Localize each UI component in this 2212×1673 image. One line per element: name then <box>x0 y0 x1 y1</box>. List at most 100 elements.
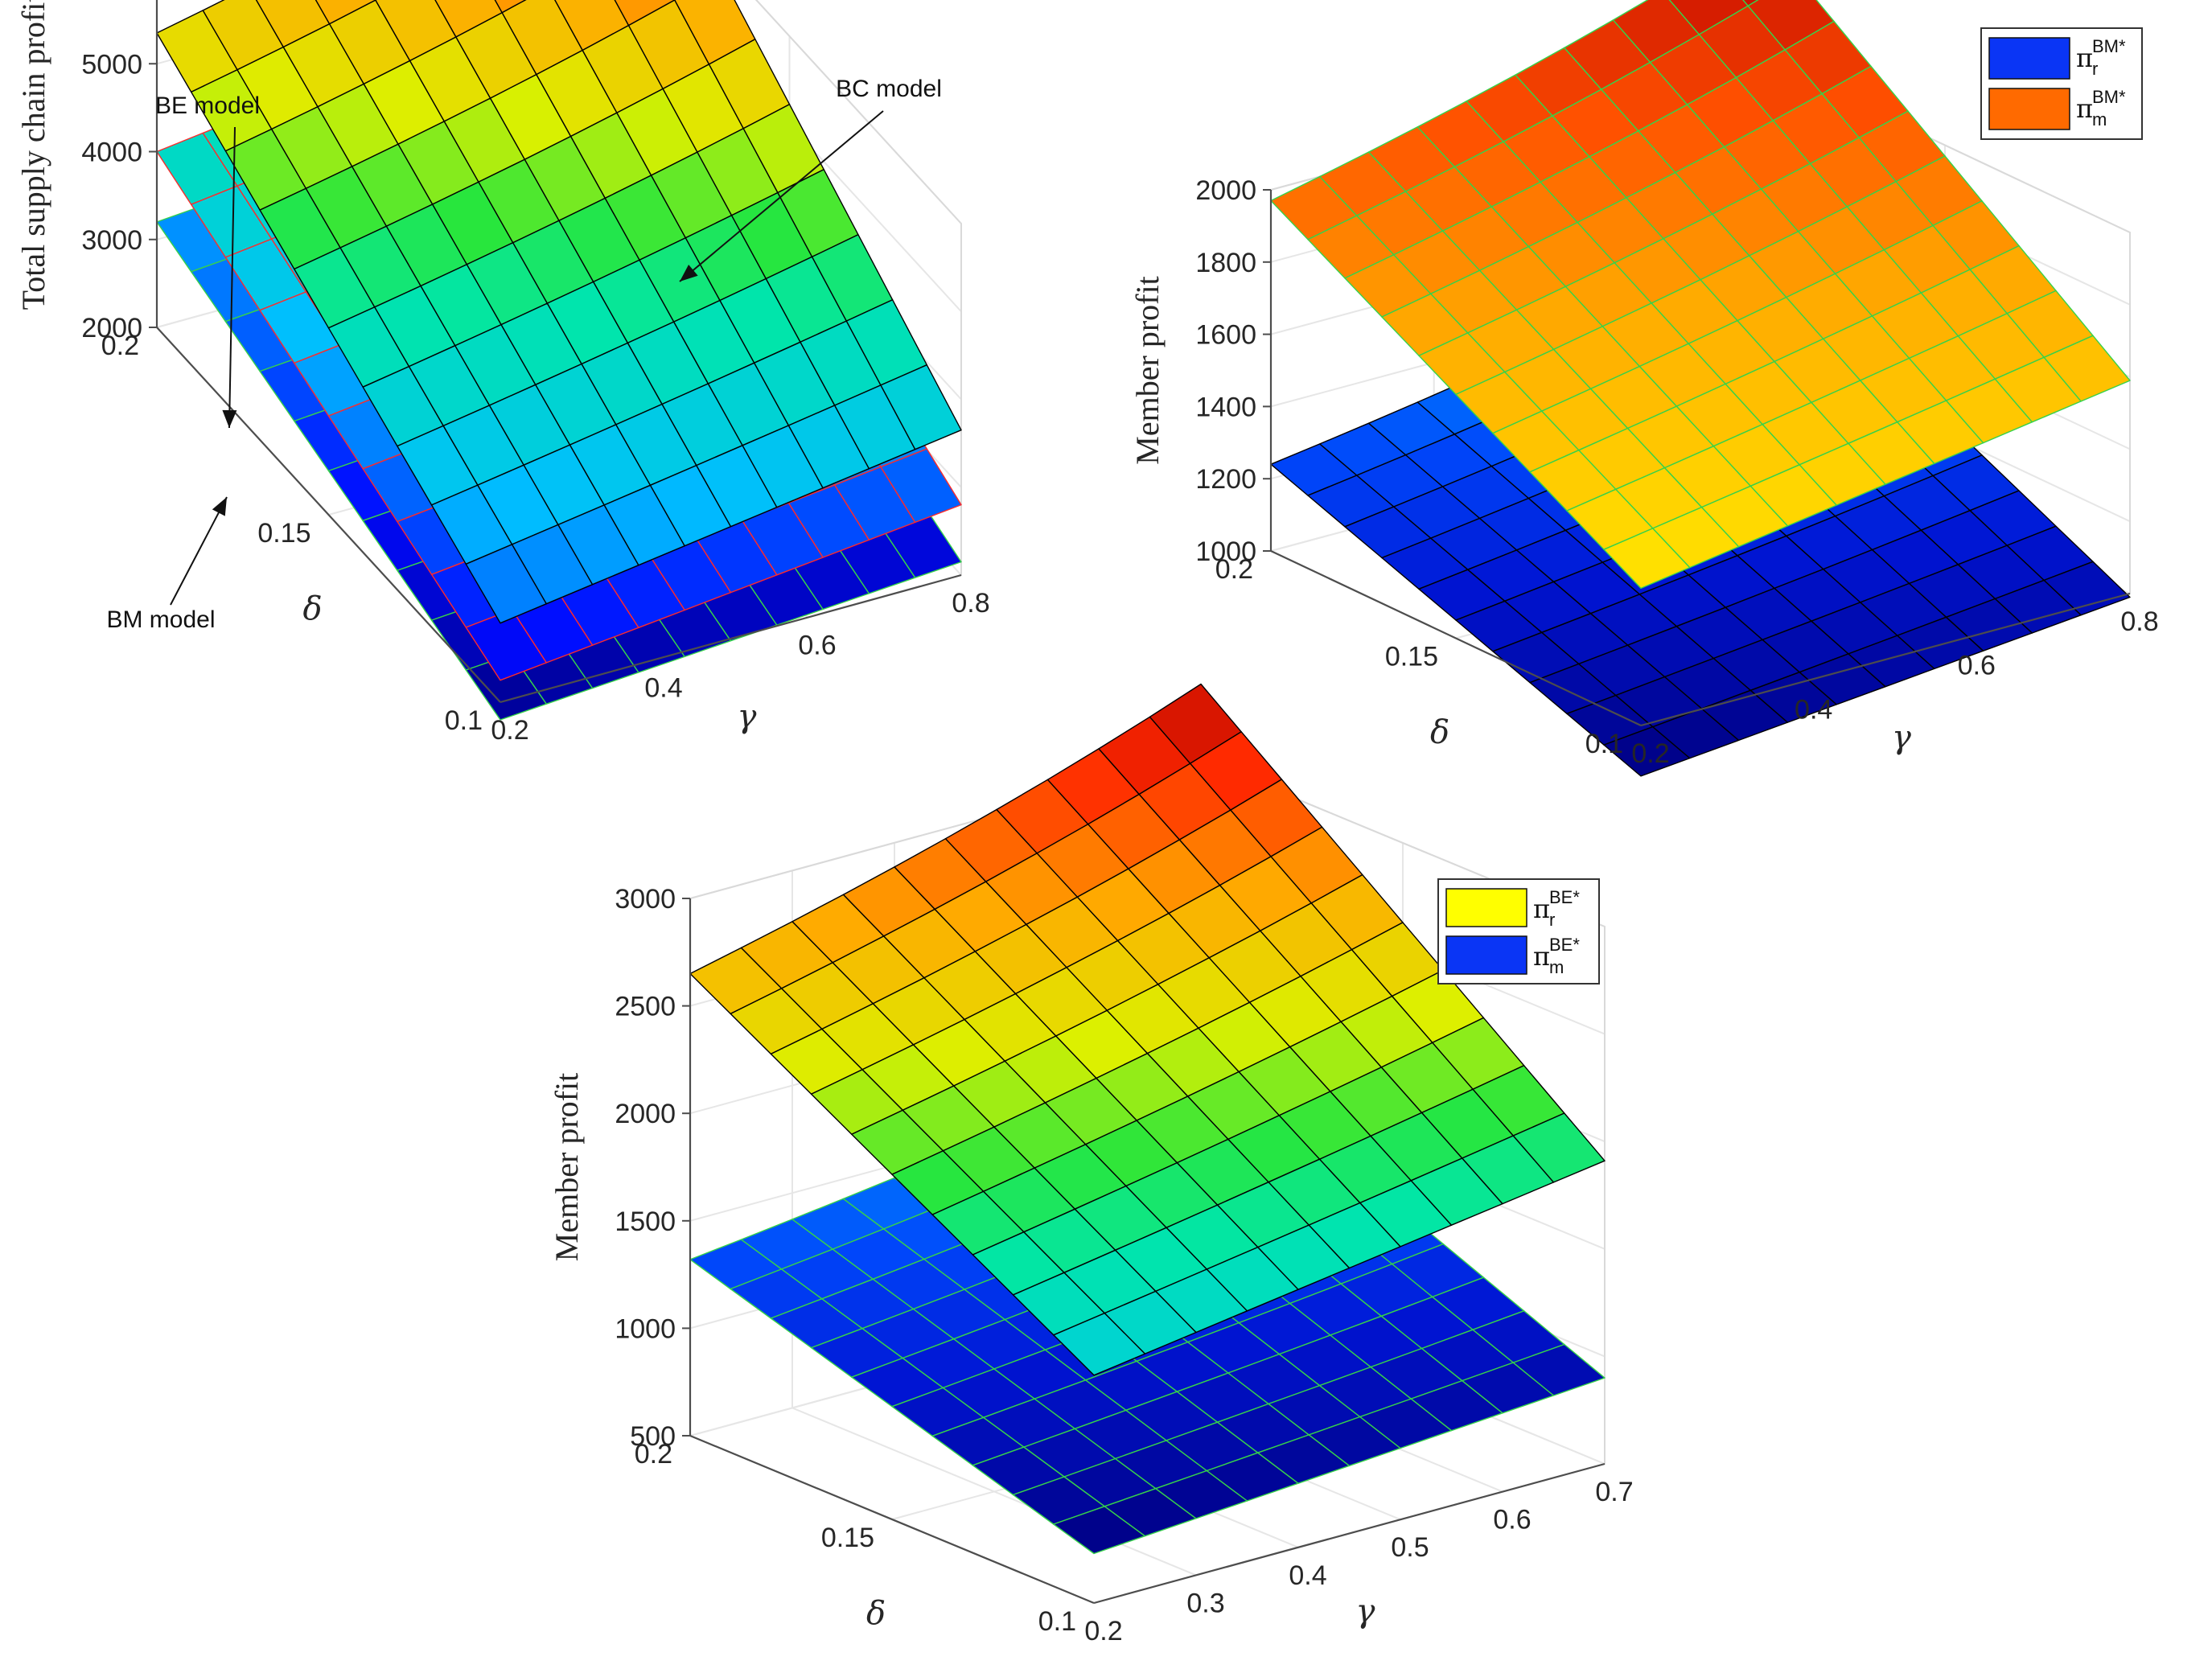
y-axis-line <box>689 1434 1095 1605</box>
z-tick-label: 1000 <box>1195 536 1256 567</box>
y-tick-label: 0.15 <box>821 1523 874 1553</box>
x-tick-label: 0.4 <box>1795 694 1832 725</box>
z-axis-label: Member profit <box>549 1073 585 1261</box>
z-tick-label: 4000 <box>81 138 142 168</box>
surface-patch <box>1512 1112 1606 1183</box>
panel-member-profit-bm: 1000 1200 1400 1600 1800 2000 0.1 0.15 0.2 0.2 0.4… <box>1129 0 2159 777</box>
y-tick-label: 0.2 <box>101 331 139 361</box>
z-tick-label: 1500 <box>615 1206 676 1237</box>
x-axis-label: γ <box>1892 719 1911 756</box>
x-tick-label: 0.8 <box>2120 606 2158 637</box>
x-tick-label: 0.5 <box>1391 1532 1429 1563</box>
z-axis-label: Total supply chain profit <box>15 0 51 310</box>
surface-patch <box>494 0 527 14</box>
legend-superscript: BE* <box>1549 935 1580 955</box>
box-edge <box>754 0 962 575</box>
arrowhead <box>222 409 237 428</box>
y-axis-line <box>1270 550 1642 726</box>
surface--m-bm- <box>1270 0 2131 590</box>
legend-symbol: π <box>2076 43 2093 73</box>
legend-symbol: π <box>1533 941 1550 972</box>
annotation-bc-model: BC model <box>836 76 942 102</box>
z-tick-label: 3000 <box>615 884 676 915</box>
x-tick-label: 0.2 <box>1084 1616 1122 1646</box>
z-tick-label: 500 <box>630 1421 676 1452</box>
x-tick-label: 0.6 <box>798 631 836 661</box>
axes: 1000 1200 1400 1600 1800 2000 0.1 0.15 0.2 0.2 0.4… <box>1129 175 2159 769</box>
legend-subscript: m <box>2092 109 2107 129</box>
x-tick-label: 0.6 <box>1958 651 1996 681</box>
annotation-bm-model: BM model <box>106 606 215 633</box>
z-tick-label: 2000 <box>615 1099 676 1129</box>
surface-bc-model <box>156 0 962 624</box>
surface-patch <box>2043 561 2131 616</box>
annotations: BE model BC model BM model <box>106 76 941 633</box>
annotation-arrow <box>170 496 228 606</box>
legend-swatch <box>1445 935 1527 975</box>
surface-patch <box>2043 335 2131 402</box>
legend-entry: πr BE* <box>1445 887 1580 930</box>
y-tick-label: 0.15 <box>257 518 310 549</box>
z-tick-label: 2000 <box>1195 175 1256 206</box>
y-tick-label: 0.15 <box>1385 642 1438 672</box>
x-tick-label: 0.3 <box>1186 1588 1224 1618</box>
legend-subscript: m <box>1549 957 1564 977</box>
y-axis-line <box>156 327 501 703</box>
axes: 500 1000 1500 2000 2500 3000 0.1 0.15 0.2 0.2 0.3 0… <box>549 884 1634 1646</box>
panel-total-supply-chain-profit: 200030004000500060000.10.150.20.20.40.60… <box>15 0 990 746</box>
y-axis-label: δ <box>1430 714 1449 751</box>
x-axis-line <box>500 573 962 704</box>
y-tick-label: 0.2 <box>1215 554 1253 585</box>
annotation-be-model: BE model <box>155 92 260 119</box>
legend-subscript: r <box>2092 59 2098 79</box>
panel-member-profit-be: 500 1000 1500 2000 2500 3000 0.1 0.15 0.2 0.2 0.3 0… <box>549 683 1634 1646</box>
z-tick-label: 1000 <box>615 1313 676 1344</box>
legend-superscript: BE* <box>1549 887 1580 907</box>
x-tick-label: 0.6 <box>1493 1505 1531 1535</box>
x-tick-label: 0.2 <box>491 715 528 746</box>
surface--r-be- <box>689 683 1606 1376</box>
y-axis-label: δ <box>302 590 322 627</box>
legend-swatch <box>1445 888 1527 927</box>
legend-superscript: BM* <box>2092 87 2126 107</box>
x-tick-label: 0.4 <box>644 672 682 703</box>
x-axis-line <box>1640 592 2131 727</box>
legend-swatch <box>1988 37 2070 80</box>
surface-patch <box>880 448 962 524</box>
arrowhead <box>680 264 698 282</box>
z-tick-label: 2500 <box>615 992 676 1022</box>
legend-symbol: π <box>2076 93 2093 124</box>
x-axis-line <box>1093 1462 1606 1605</box>
arrowhead <box>212 497 227 516</box>
x-tick-label: 0.7 <box>1595 1477 1633 1507</box>
legend-swatch <box>1988 88 2070 130</box>
y-tick-label: 0.1 <box>445 705 483 736</box>
legend-symbol: π <box>1533 894 1550 924</box>
z-tick-label: 1200 <box>1195 464 1256 495</box>
z-tick-label: 2000 <box>81 313 142 343</box>
legend-superscript: BM* <box>2092 36 2126 56</box>
surface-patch <box>1512 1343 1606 1396</box>
y-axis-label: δ <box>866 1595 886 1632</box>
z-axis-label: Member profit <box>1129 276 1166 464</box>
legend-subscript: r <box>1549 910 1555 930</box>
z-tick-label: 1400 <box>1195 392 1256 422</box>
axes: 200030004000500060000.10.150.20.20.40.60… <box>15 0 990 746</box>
z-tick-label: 1800 <box>1195 248 1256 278</box>
x-tick-label: 0.8 <box>952 588 989 619</box>
z-tick-label: 1600 <box>1195 320 1256 351</box>
y-tick-label: 0.1 <box>1038 1606 1076 1637</box>
surface-patch <box>880 364 962 450</box>
box-edge <box>689 758 1606 1464</box>
y-tick-label: 0.2 <box>635 1439 672 1470</box>
surface-patch <box>614 0 676 27</box>
x-axis-label: γ <box>1356 1593 1375 1630</box>
x-axis-label: γ <box>738 698 757 735</box>
legend-entry: πr BM* <box>1988 36 2126 80</box>
surface-patch <box>1742 0 1759 7</box>
x-tick-label: 0.2 <box>1631 738 1669 769</box>
annotation-arrow <box>679 110 884 282</box>
